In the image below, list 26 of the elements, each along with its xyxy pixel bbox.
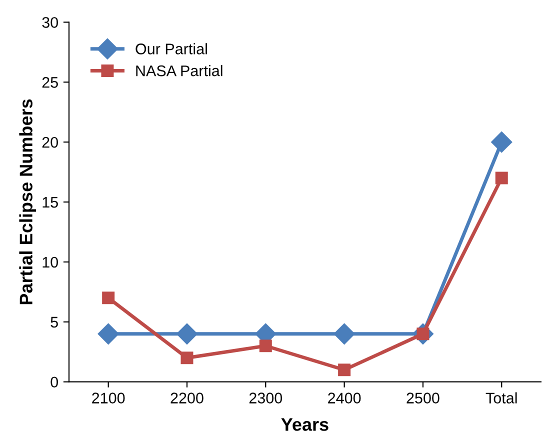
x-tick-label: 2300 <box>249 392 282 404</box>
point <box>176 323 198 344</box>
point <box>98 323 119 344</box>
point <box>180 352 194 364</box>
x-axis-title: Years <box>281 418 328 431</box>
y-tick-label: 0 <box>50 376 58 388</box>
x-tick-label: Total <box>486 392 517 404</box>
point <box>102 292 115 304</box>
x-tick-label: 2500 <box>406 392 440 404</box>
y-axis-title: Partial Eclipse Numbers <box>19 99 36 304</box>
y-tick-label: 30 <box>42 17 58 28</box>
point <box>338 364 351 376</box>
point <box>334 323 355 344</box>
y-tick-label: 10 <box>42 256 58 268</box>
legend-label: NASA Partial <box>136 65 222 76</box>
x-tick-label: 2200 <box>170 392 204 404</box>
y-tick-label: 25 <box>42 77 58 88</box>
point <box>491 132 512 153</box>
y-tick-label: 20 <box>42 136 58 148</box>
x-tick-label: 2100 <box>92 392 125 404</box>
point <box>259 340 272 352</box>
x-tick-label: 2400 <box>328 392 361 404</box>
point <box>495 172 508 184</box>
y-tick-label: 5 <box>50 316 58 328</box>
y-tick-label: 15 <box>42 197 58 208</box>
legend-label: Our Partial <box>136 43 207 54</box>
